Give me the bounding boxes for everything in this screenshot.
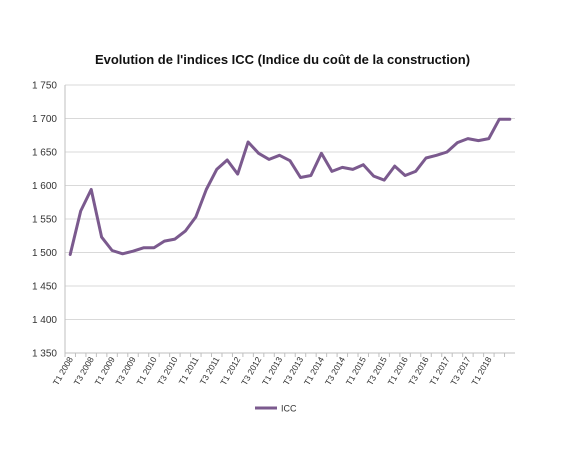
- data-point: [131, 249, 135, 253]
- data-point: [184, 229, 187, 233]
- data-point: [205, 188, 208, 191]
- data-point: [257, 152, 260, 155]
- data-point: [341, 166, 344, 169]
- data-point: [435, 154, 438, 157]
- data-point: [121, 252, 124, 256]
- data-point: [424, 156, 428, 160]
- data-point: [89, 188, 93, 191]
- chart-title: Evolution de l'indices ICC (Indice du co…: [94, 52, 471, 67]
- data-point: [456, 141, 459, 144]
- y-tick-label: 1 650: [32, 148, 57, 159]
- data-point: [173, 237, 177, 241]
- data-point: [110, 249, 114, 252]
- data-point: [267, 158, 271, 161]
- data-point: [414, 170, 417, 173]
- data-point: [320, 152, 323, 155]
- data-point: [445, 150, 449, 154]
- data-point: [194, 215, 198, 219]
- data-point: [477, 139, 480, 142]
- data-point: [466, 137, 470, 140]
- data-point: [299, 176, 302, 179]
- data-point: [163, 239, 166, 243]
- data-point: [508, 117, 511, 121]
- data-point: [362, 163, 365, 166]
- data-point: [100, 235, 103, 239]
- data-point: [393, 164, 396, 168]
- data-point: [246, 140, 250, 144]
- y-tick-label: 1 600: [32, 181, 57, 192]
- data-point: [372, 174, 375, 178]
- data-point: [69, 253, 72, 256]
- y-tick-label: 1 700: [32, 114, 57, 125]
- legend-label: ICC: [281, 404, 297, 414]
- data-point: [330, 170, 334, 173]
- x-tick-label: T1 2018: [469, 355, 493, 387]
- data-point: [288, 159, 292, 162]
- data-point: [152, 246, 156, 250]
- y-tick-label: 1 450: [32, 282, 57, 293]
- series-line-icc: [68, 117, 512, 256]
- y-tick-label: 1 400: [32, 315, 57, 326]
- data-point: [382, 178, 386, 182]
- data-point: [487, 137, 491, 140]
- y-tick-label: 1 750: [32, 81, 57, 92]
- data-point: [236, 172, 239, 176]
- data-point: [79, 209, 82, 213]
- y-tick-label: 1 500: [32, 248, 57, 259]
- y-tick-label: 1 550: [32, 215, 57, 226]
- data-point: [351, 168, 354, 171]
- y-tick-label: 1 350: [32, 349, 57, 360]
- data-point: [142, 246, 145, 250]
- data-point: [403, 174, 407, 177]
- data-point: [309, 174, 313, 177]
- data-point: [215, 168, 218, 171]
- data-point: [498, 117, 501, 121]
- data-point: [226, 158, 229, 162]
- data-point: [278, 154, 281, 157]
